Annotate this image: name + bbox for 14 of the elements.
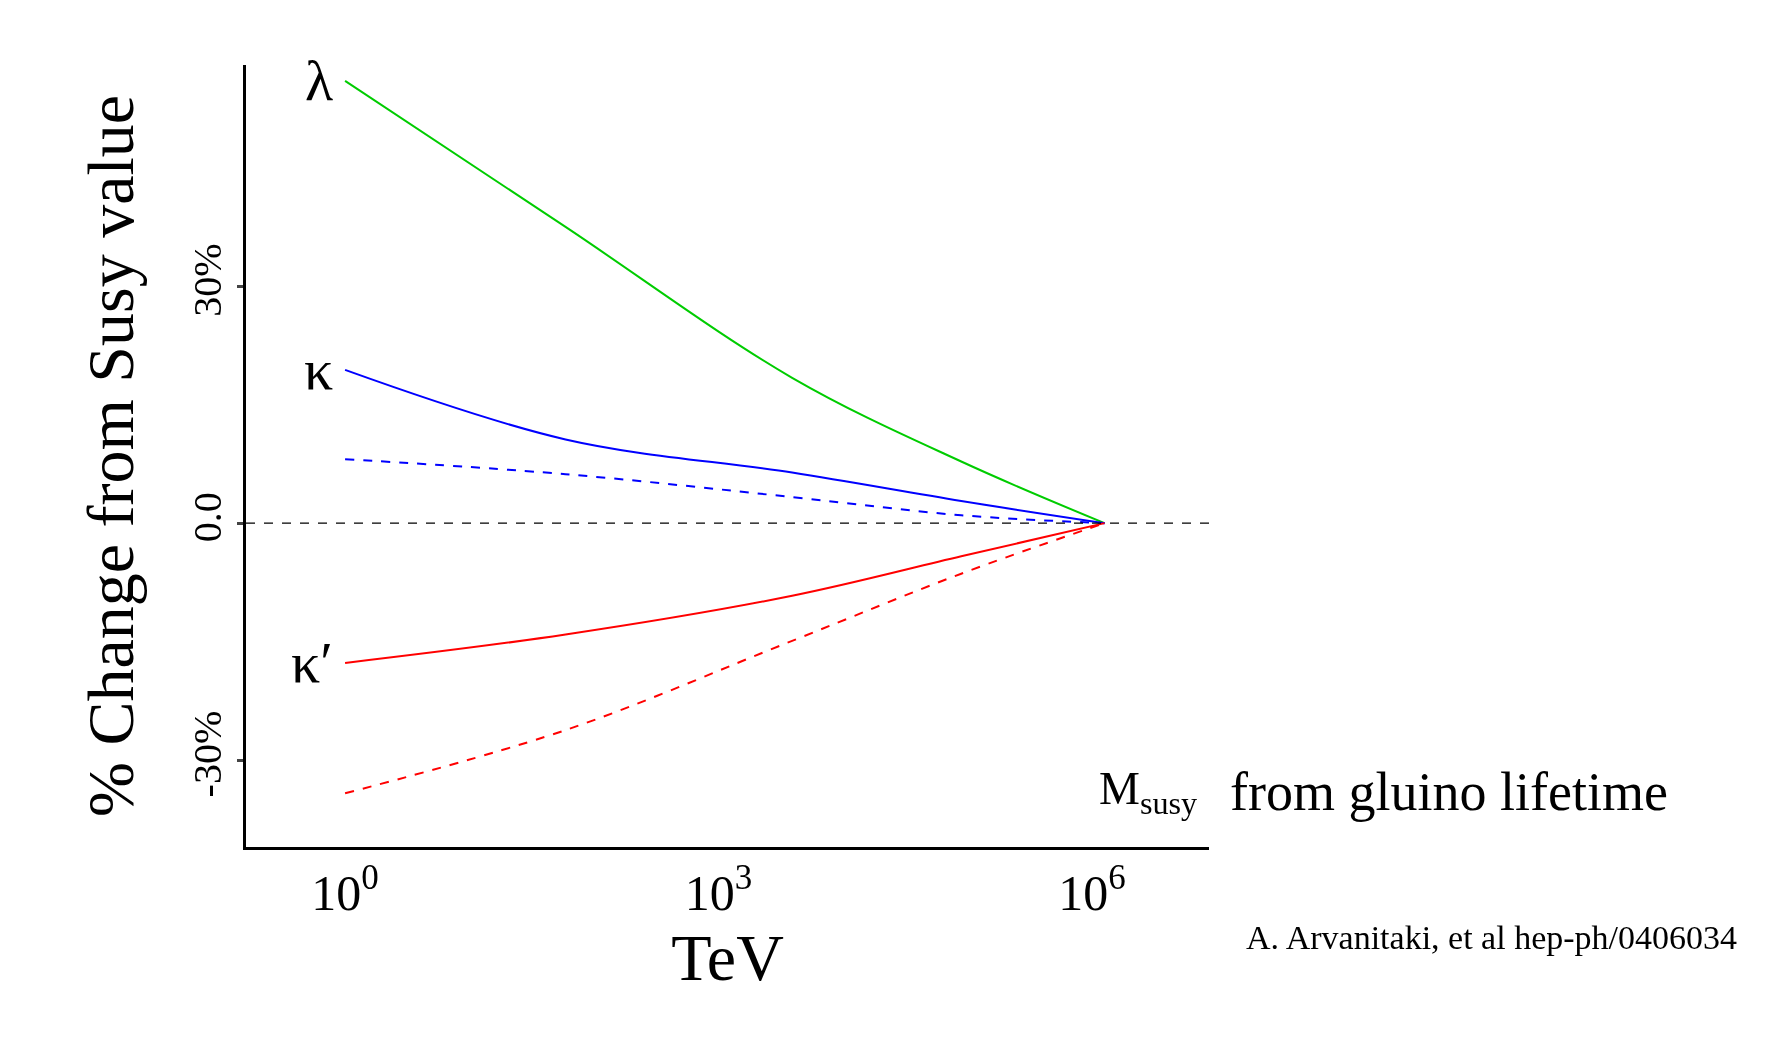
y-tick-label: 30% bbox=[185, 243, 230, 317]
y-axis-title: % Change from Susy value bbox=[74, 94, 148, 818]
series-label: κ′ bbox=[291, 630, 333, 695]
x-tick-label: 10$^{6}$ bbox=[1058, 858, 1126, 921]
y-tick-label: 0.0 bbox=[185, 492, 230, 543]
y-tick-label: -30% bbox=[185, 710, 230, 798]
x-axis-title: TeV bbox=[671, 921, 784, 994]
series-label: λ bbox=[305, 48, 334, 113]
x-tick-label: 10$^{3}$ bbox=[684, 858, 753, 921]
text: A. Arvanitaki, et al hep-ph/0406034 bbox=[1246, 919, 1738, 956]
annotation: M$_{susy}$ bbox=[1099, 763, 1198, 821]
x-tick-label: 10$^{0}$ bbox=[311, 858, 379, 921]
text: from gluino lifetime bbox=[1230, 762, 1668, 822]
series-label: κ bbox=[304, 337, 334, 402]
